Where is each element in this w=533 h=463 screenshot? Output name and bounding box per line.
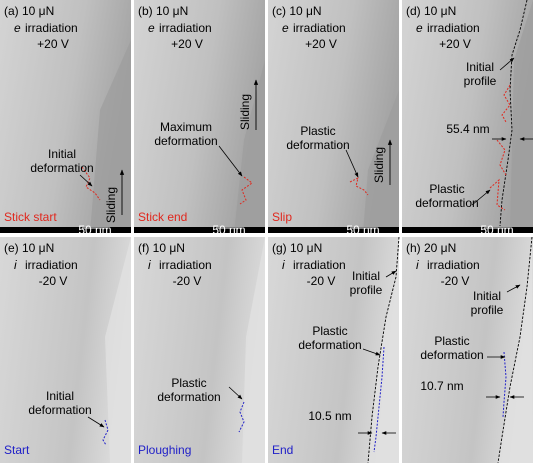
beam-text: irradiation <box>293 258 346 272</box>
stage-label: Stick end <box>138 210 187 224</box>
voltage: -20 V <box>173 274 202 288</box>
annotation: profile <box>471 303 504 317</box>
annotation: Initial <box>352 269 380 283</box>
stage-label: Start <box>4 443 30 457</box>
scale-label: 50 nm <box>212 223 245 237</box>
annotation: Initial <box>46 389 74 403</box>
panel: (b) 10 μN e irradiation +20 V Maximumdeforma… <box>134 0 265 237</box>
panel: (a) 10 μN e irradiation +20 V Initialdeforma… <box>0 0 131 237</box>
panel: (e) 10 μN i irradiation -20 V Initialdeforma… <box>0 237 131 463</box>
panel: (f) 10 μN i irradiation -20 V Plasticdeforma… <box>134 237 265 463</box>
voltage: +20 V <box>439 37 471 51</box>
voltage: +20 V <box>37 37 69 51</box>
panel-label: (c) 10 μN <box>272 4 322 18</box>
beam-text: irradiation <box>293 21 346 35</box>
annotation: 10.7 nm <box>420 379 463 393</box>
voltage: +20 V <box>171 37 203 51</box>
scale-label: 50 nm <box>480 223 513 237</box>
sliding-label: Sliding <box>238 94 252 130</box>
panel-label: (e) 10 μN <box>4 241 54 255</box>
stage-label: End <box>272 443 293 457</box>
panel-label: (g) 10 μN <box>272 241 322 255</box>
beam-type: i <box>148 258 151 272</box>
annotation: Plastic <box>434 334 469 348</box>
annotation: Plastic <box>300 124 335 138</box>
annotation: Plastic <box>171 376 206 390</box>
beam-text: irradiation <box>25 21 78 35</box>
sliding-label: Sliding <box>372 147 386 183</box>
beam-text: irradiation <box>159 21 212 35</box>
panel-label: (h) 20 μN <box>406 241 456 255</box>
beam-text: irradiation <box>25 258 78 272</box>
beam-type: e <box>282 21 289 35</box>
sliding-label: Sliding <box>104 187 118 223</box>
annotation: Maximum <box>160 120 212 134</box>
voltage: -20 V <box>441 274 470 288</box>
annotation: Initial <box>473 289 501 303</box>
figure: (a) 10 μNeirradiation+20 VInitialdeforma… <box>0 0 533 463</box>
beam-type: i <box>416 258 419 272</box>
beam-text: irradiation <box>427 258 480 272</box>
beam-type: i <box>282 258 285 272</box>
annotation: deformation <box>415 196 478 210</box>
panel-label: (b) 10 μN <box>138 4 188 18</box>
panel: (d) 10 μN e irradiation +20 V Initialprofile… <box>402 0 533 237</box>
annotation: Plastic <box>429 182 464 196</box>
stage-label: Ploughing <box>138 443 191 457</box>
panel: (h) 20 μN i irradiation -20 VInitialprofile… <box>402 237 533 463</box>
annotation: profile <box>464 74 497 88</box>
beam-text: irradiation <box>427 21 480 35</box>
panel-label: (f) 10 μN <box>138 241 185 255</box>
annotation: 55.4 nm <box>446 122 489 136</box>
panel-label: (a) 10 μN <box>4 4 54 18</box>
annotation: deformation <box>157 390 220 404</box>
annotation: deformation <box>286 138 349 152</box>
annotation: profile <box>350 283 383 297</box>
scale-label: 50 nm <box>78 223 111 237</box>
panel-label: (d) 10 μN <box>406 4 456 18</box>
voltage: +20 V <box>305 37 337 51</box>
annotation: deformation <box>298 338 361 352</box>
stage-label: Stick start <box>4 210 57 224</box>
voltage: -20 V <box>39 274 68 288</box>
voltage: -20 V <box>307 274 336 288</box>
beam-type: i <box>14 258 17 272</box>
beam-type: e <box>416 21 423 35</box>
annotation: 10.5 nm <box>308 409 351 423</box>
annotation: deformation <box>30 161 93 175</box>
panel: (c) 10 μN e irradiation +20 V Plasticdeforma… <box>268 0 399 237</box>
stage-label: Slip <box>272 210 292 224</box>
annotation: Initial <box>466 60 494 74</box>
annotation: deformation <box>420 348 483 362</box>
beam-text: irradiation <box>159 258 212 272</box>
beam-type: e <box>148 21 155 35</box>
annotation: deformation <box>154 134 217 148</box>
annotation: Plastic <box>312 324 347 338</box>
beam-type: e <box>14 21 21 35</box>
scale-label: 50 nm <box>346 223 379 237</box>
annotation: Initial <box>48 147 76 161</box>
panel: (g) 10 μN i irradiation -20 V Initialprofile… <box>268 237 399 463</box>
annotation: deformation <box>28 403 91 417</box>
